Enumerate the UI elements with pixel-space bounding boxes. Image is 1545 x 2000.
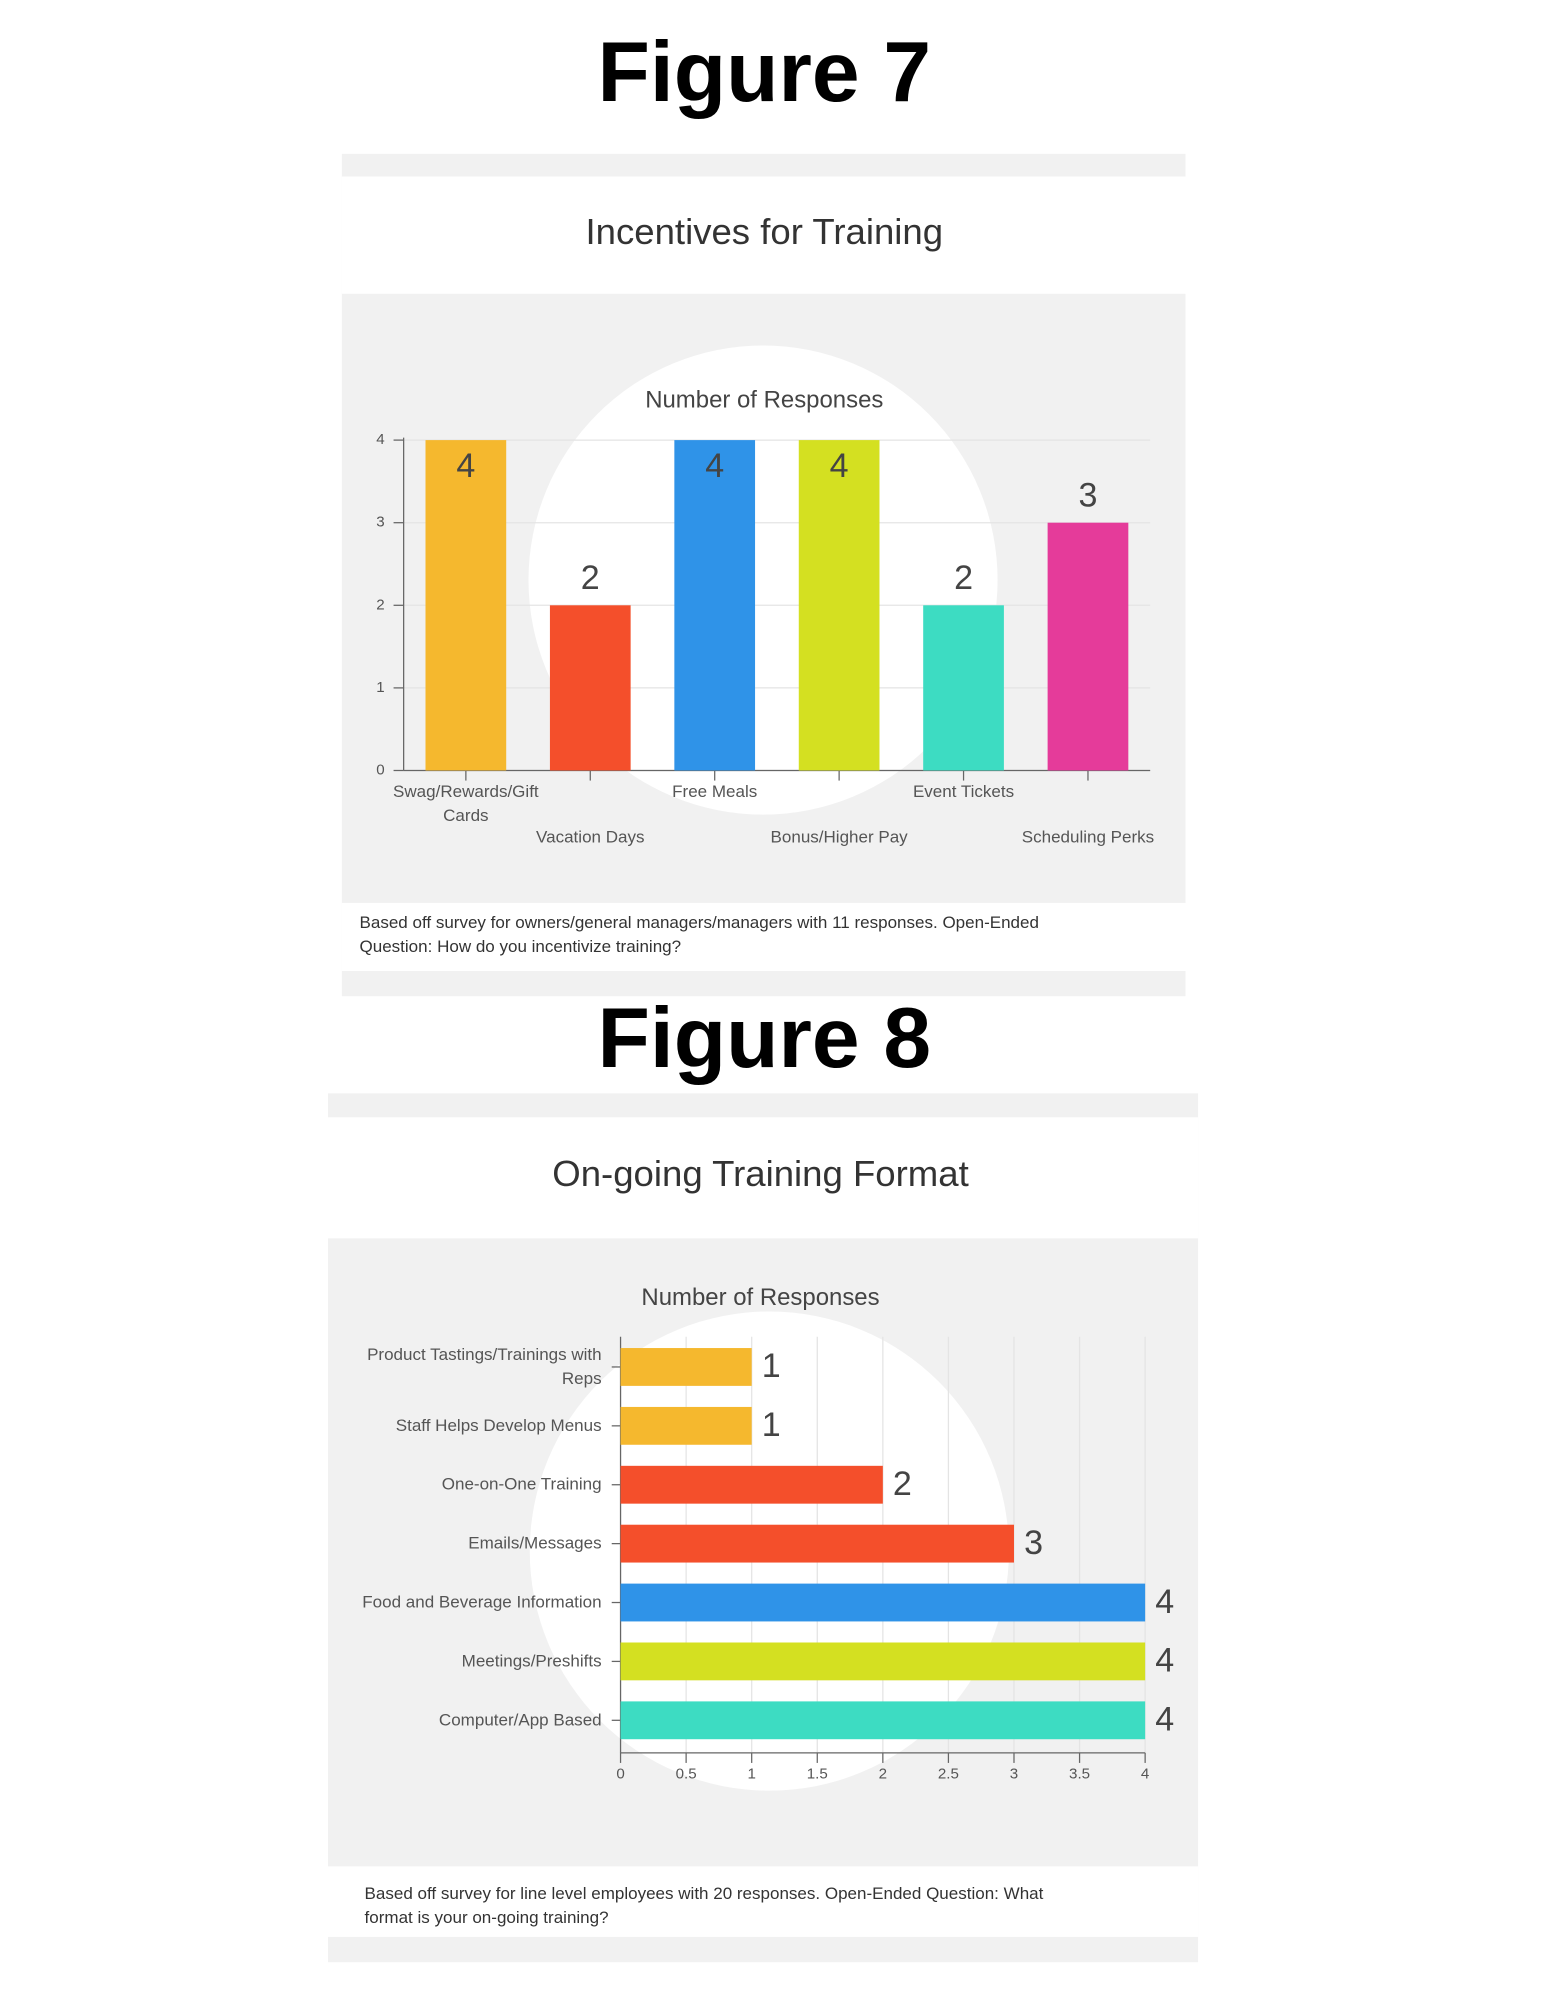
x-tick-label: 0: [616, 1765, 624, 1782]
bar: [620, 1465, 883, 1504]
x-tick-label: 4: [1141, 1765, 1149, 1782]
y-tick-label: One-on-One Training: [442, 1474, 602, 1493]
y-tick-label: Computer/App Based: [439, 1710, 602, 1729]
x-tick-label: Vacation Days: [536, 827, 644, 846]
x-tick-label: Event Tickets: [913, 781, 1014, 800]
title-band: [327, 1117, 1199, 1239]
value-label: 3: [1024, 1524, 1043, 1562]
value-label: 1: [762, 1406, 781, 1444]
value-label: 2: [893, 1465, 912, 1503]
bar: [923, 605, 1004, 771]
bar: [620, 1524, 1014, 1563]
y-tick-label: 4: [376, 431, 384, 448]
bar: [425, 440, 507, 771]
note-band: [341, 902, 1186, 971]
x-tick-label: 3.5: [1069, 1765, 1090, 1782]
x-tick-label: 1.5: [807, 1765, 828, 1782]
x-tick-label: 0.5: [676, 1765, 697, 1782]
bar: [674, 440, 756, 771]
y-tick-label: 0: [376, 761, 384, 778]
y-tick-label: 2: [376, 596, 384, 613]
y-tick-label: Meetings/Preshifts: [462, 1651, 602, 1670]
value-label: 1: [762, 1347, 781, 1385]
value-label: 2: [581, 559, 600, 597]
x-tick-label: 2.5: [938, 1765, 959, 1782]
bar: [620, 1642, 1146, 1681]
bar: [620, 1701, 1146, 1740]
x-tick-label: Free Meals: [672, 781, 757, 800]
value-label: 2: [954, 559, 973, 597]
bar: [1047, 522, 1129, 771]
bar: [549, 605, 631, 771]
bar: [620, 1583, 1146, 1622]
chart-title: On-going Training Format: [552, 1153, 968, 1194]
title-band: [341, 176, 1186, 294]
y-tick-label: Product Tastings/Trainings with Reps: [367, 1344, 602, 1387]
note-band: [327, 1866, 1199, 1937]
value-label: 4: [1155, 1701, 1174, 1739]
bar: [798, 440, 880, 771]
figure-label: Figure 8: [598, 990, 932, 1086]
bar: [620, 1406, 752, 1445]
figure-label: Figure 7: [598, 24, 932, 120]
y-tick-label: Food and Beverage Information: [362, 1592, 601, 1611]
y-tick-label: Emails/Messages: [468, 1533, 601, 1552]
x-tick-label: 3: [1010, 1765, 1018, 1782]
axis-title: Number of Responses: [641, 1284, 879, 1311]
y-tick-label: 1: [376, 679, 384, 696]
chart-note: Based off survey for owners/general mana…: [360, 913, 1039, 956]
x-tick-label: Swag/Rewards/Gift Cards: [393, 781, 539, 824]
y-tick-label: 3: [376, 514, 384, 531]
x-tick-label: 1: [747, 1765, 755, 1782]
value-label: 4: [705, 447, 724, 485]
background-circle: [528, 345, 998, 815]
value-label: 4: [456, 447, 475, 485]
chart-title: Incentives for Training: [586, 211, 944, 252]
x-tick-label: 2: [879, 1765, 887, 1782]
value-label: 4: [1155, 1583, 1174, 1621]
value-label: 4: [830, 447, 849, 485]
chart-note: Based off survey for line level employee…: [365, 1884, 1044, 1927]
bar: [620, 1348, 752, 1386]
x-tick-label: Bonus/Higher Pay: [771, 827, 909, 846]
x-tick-label: Scheduling Perks: [1022, 827, 1154, 846]
axis-title: Number of Responses: [645, 386, 883, 413]
value-label: 3: [1079, 476, 1098, 514]
y-tick-label: Staff Helps Develop Menus: [396, 1415, 602, 1434]
value-label: 4: [1155, 1642, 1174, 1680]
